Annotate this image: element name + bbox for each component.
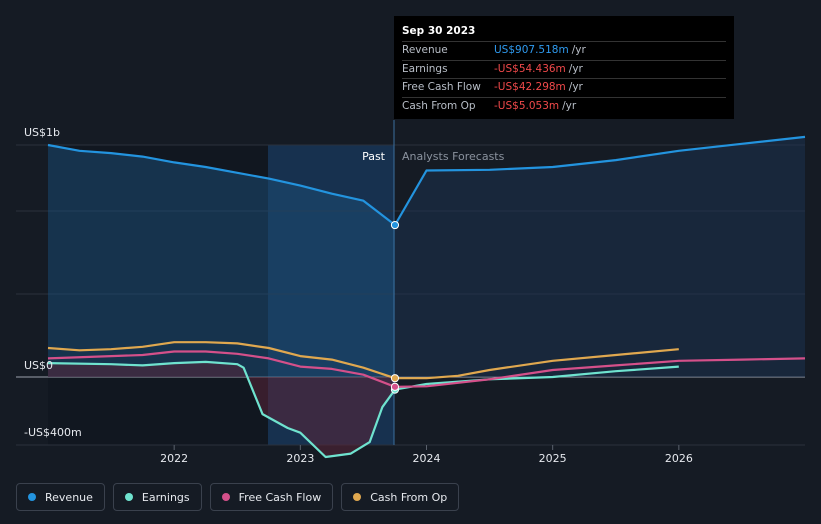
tooltip-row-free-cash-flow: Free Cash Flow -US$42.298m /yr xyxy=(402,78,726,97)
x-tick-label: 2026 xyxy=(665,452,693,465)
tooltip-value: US$907.518m xyxy=(494,44,569,56)
divider-markers xyxy=(390,220,400,394)
series-line-free-cash-flow xyxy=(47,350,806,388)
tooltip-unit: /yr xyxy=(562,99,577,112)
x-axis-ticks: 2022 2023 2024 2025 2026 xyxy=(160,445,693,465)
tooltip-label: Earnings xyxy=(402,62,448,75)
tooltip-label: Revenue xyxy=(402,44,448,56)
revenue-forecast-area xyxy=(394,136,805,377)
tooltip-value: -US$5.053m xyxy=(494,99,560,112)
legend-item-earnings[interactable]: Earnings xyxy=(112,483,202,511)
legend-item-cash-from-op[interactable]: Cash From Op xyxy=(341,483,460,511)
tooltip-unit: /yr xyxy=(568,81,583,93)
tooltip-unit: /yr xyxy=(568,62,583,75)
tooltip-label: Free Cash Flow xyxy=(402,81,481,93)
tooltip-date: Sep 30 2023 xyxy=(402,25,476,37)
tooltip: Sep 30 2023 Revenue US$907.518m /yr Earn… xyxy=(394,16,734,119)
legend-label: Revenue xyxy=(45,490,93,504)
series-lines xyxy=(47,135,806,459)
tooltip-row-cash-from-op: Cash From Op -US$5.053m /yr xyxy=(402,96,726,116)
legend-dot-icon xyxy=(353,493,362,501)
earnings-area xyxy=(48,361,395,457)
legend-item-free-cash-flow[interactable]: Free Cash Flow xyxy=(209,483,334,511)
revenue-area xyxy=(48,145,395,377)
series-line-revenue xyxy=(47,135,806,227)
tooltip-row-earnings: Earnings -US$54.436m /yr xyxy=(402,59,726,79)
tooltip-value: -US$54.436m xyxy=(494,62,566,75)
legend-dot-icon xyxy=(124,493,133,501)
legend-label: Earnings xyxy=(141,490,190,504)
legend: Revenue Earnings Free Cash Flow Cash Fro… xyxy=(16,483,460,511)
past-label: Past xyxy=(362,150,386,163)
tooltip-row-revenue: Revenue US$907.518m /yr xyxy=(402,41,726,60)
legend-dot-icon xyxy=(221,493,230,501)
legend-dot-icon xyxy=(28,493,36,501)
chart: Past Analysts Forecasts US$1b US$0 -US$4… xyxy=(16,120,806,465)
legend-item-revenue[interactable]: Revenue xyxy=(16,483,105,511)
x-tick-label: 2024 xyxy=(413,452,441,465)
tooltip-label: Cash From Op xyxy=(402,99,476,112)
series-areas xyxy=(48,136,805,457)
marker-free-cash-flow xyxy=(390,382,400,391)
marker-cash-from-op xyxy=(390,374,400,383)
tooltip-unit: /yr xyxy=(571,44,586,56)
y-label-top: US$1b xyxy=(24,126,60,139)
forecast-label: Analysts Forecasts xyxy=(402,150,505,163)
legend-label: Free Cash Flow xyxy=(238,490,322,504)
x-tick-label: 2025 xyxy=(539,452,567,465)
y-label-zero: US$0 xyxy=(24,359,53,372)
x-tick-label: 2022 xyxy=(160,452,188,465)
y-label-bottom: -US$400m xyxy=(24,426,82,439)
marker-revenue xyxy=(390,220,400,230)
x-tick-label: 2023 xyxy=(286,452,314,465)
legend-label: Cash From Op xyxy=(370,490,448,504)
series-line-cash-from-op xyxy=(47,341,679,380)
tooltip-value: -US$42.298m xyxy=(494,81,566,93)
